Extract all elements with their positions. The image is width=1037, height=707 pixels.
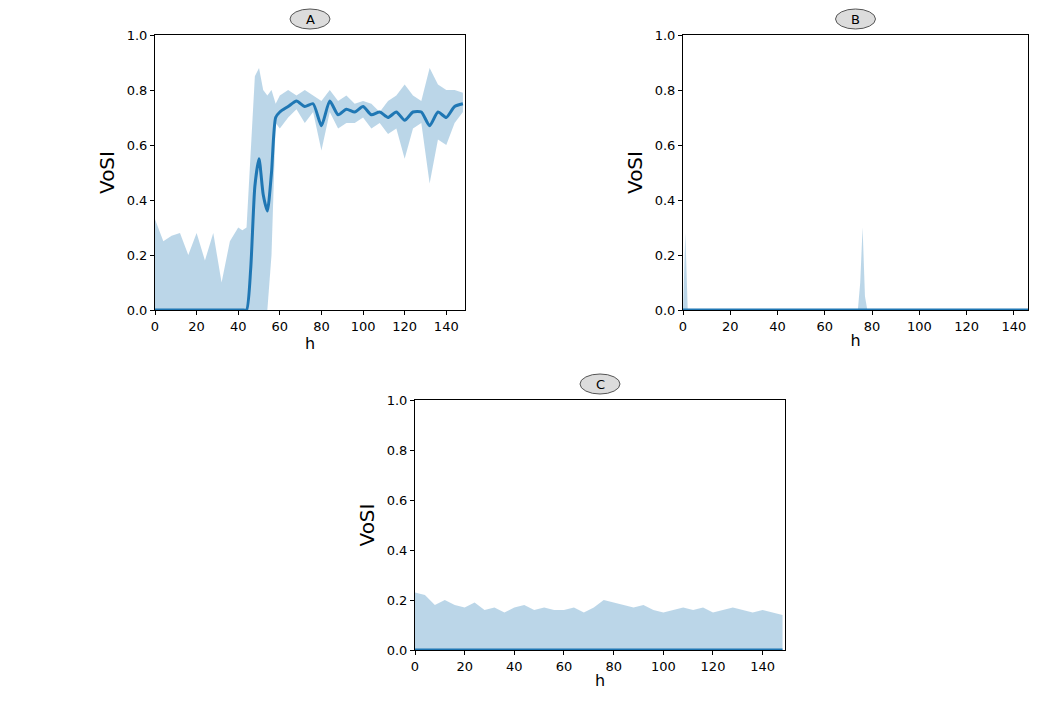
svg-text:h: h: [595, 671, 605, 690]
svg-text:120: 120: [392, 319, 417, 334]
svg-text:80: 80: [864, 319, 881, 334]
svg-text:C: C: [596, 377, 605, 392]
svg-text:VoSI: VoSI: [355, 504, 379, 547]
svg-text:100: 100: [907, 319, 932, 334]
svg-text:0.6: 0.6: [655, 138, 676, 153]
svg-text:0.2: 0.2: [127, 248, 148, 263]
svg-text:20: 20: [188, 319, 205, 334]
svg-text:VoSI: VoSI: [95, 151, 119, 194]
svg-text:120: 120: [954, 319, 979, 334]
svg-text:40: 40: [506, 659, 523, 674]
svg-text:h: h: [305, 334, 315, 353]
svg-text:20: 20: [456, 659, 473, 674]
svg-text:60: 60: [272, 319, 289, 334]
svg-text:0.6: 0.6: [127, 138, 148, 153]
svg-text:0: 0: [151, 319, 159, 334]
svg-text:60: 60: [817, 319, 834, 334]
svg-text:0.2: 0.2: [387, 593, 408, 608]
svg-text:h: h: [850, 331, 860, 350]
svg-text:0.8: 0.8: [655, 83, 676, 98]
svg-text:0.0: 0.0: [127, 303, 148, 318]
svg-text:60: 60: [556, 659, 573, 674]
svg-text:120: 120: [701, 659, 726, 674]
svg-text:1.0: 1.0: [655, 28, 676, 43]
svg-text:0.0: 0.0: [387, 643, 408, 658]
svg-text:A: A: [306, 12, 315, 27]
svg-text:80: 80: [313, 319, 330, 334]
svg-text:0.0: 0.0: [655, 303, 676, 318]
svg-text:80: 80: [605, 659, 622, 674]
svg-text:100: 100: [651, 659, 676, 674]
svg-text:20: 20: [722, 319, 739, 334]
svg-text:140: 140: [434, 319, 459, 334]
svg-text:0.2: 0.2: [655, 248, 676, 263]
svg-text:VoSI: VoSI: [623, 151, 647, 194]
svg-text:0.4: 0.4: [127, 193, 148, 208]
svg-text:0.6: 0.6: [387, 493, 408, 508]
svg-text:0.8: 0.8: [127, 83, 148, 98]
svg-text:100: 100: [351, 319, 376, 334]
svg-text:0.4: 0.4: [387, 543, 408, 558]
svg-text:140: 140: [1001, 319, 1026, 334]
svg-text:40: 40: [769, 319, 786, 334]
svg-text:B: B: [851, 12, 860, 27]
svg-text:1.0: 1.0: [127, 28, 148, 43]
svg-text:140: 140: [750, 659, 775, 674]
svg-text:40: 40: [230, 319, 247, 334]
svg-text:0: 0: [679, 319, 687, 334]
svg-text:0: 0: [411, 659, 419, 674]
svg-text:0.4: 0.4: [655, 193, 676, 208]
svg-text:0.8: 0.8: [387, 443, 408, 458]
svg-text:1.0: 1.0: [387, 393, 408, 408]
